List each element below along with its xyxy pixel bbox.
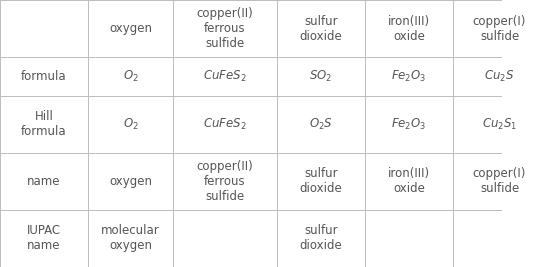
- Text: copper(I)
sulfide: copper(I) sulfide: [473, 14, 526, 42]
- Text: name: name: [27, 175, 61, 188]
- Text: Hill
formula: Hill formula: [21, 110, 67, 138]
- Text: copper(II)
ferrous
sulfide: copper(II) ferrous sulfide: [197, 7, 253, 50]
- Text: sulfur
dioxide: sulfur dioxide: [300, 167, 342, 195]
- Text: $CuFeS_2$: $CuFeS_2$: [203, 69, 247, 84]
- Text: formula: formula: [21, 70, 67, 83]
- Text: copper(II)
ferrous
sulfide: copper(II) ferrous sulfide: [197, 160, 253, 203]
- Text: $SO_2$: $SO_2$: [310, 69, 333, 84]
- Text: molecular
oxygen: molecular oxygen: [102, 225, 160, 253]
- Text: $Fe_2O_3$: $Fe_2O_3$: [391, 117, 427, 132]
- Text: sulfur
dioxide: sulfur dioxide: [300, 225, 342, 253]
- Text: sulfur
dioxide: sulfur dioxide: [300, 14, 342, 42]
- Text: $Fe_2O_3$: $Fe_2O_3$: [391, 69, 427, 84]
- Text: $Cu_2S$: $Cu_2S$: [484, 69, 515, 84]
- Text: $CuFeS_2$: $CuFeS_2$: [203, 117, 247, 132]
- Text: copper(I)
sulfide: copper(I) sulfide: [473, 167, 526, 195]
- Text: iron(III)
oxide: iron(III) oxide: [388, 167, 430, 195]
- Text: oxygen: oxygen: [109, 22, 152, 35]
- Text: oxygen: oxygen: [109, 175, 152, 188]
- Text: iron(III)
oxide: iron(III) oxide: [388, 14, 430, 42]
- Text: $O_2S$: $O_2S$: [309, 117, 333, 132]
- Text: IUPAC
name: IUPAC name: [27, 225, 61, 253]
- Text: $O_2$: $O_2$: [123, 69, 139, 84]
- Text: $O_2$: $O_2$: [123, 117, 139, 132]
- Text: $Cu_2S_1$: $Cu_2S_1$: [482, 117, 517, 132]
